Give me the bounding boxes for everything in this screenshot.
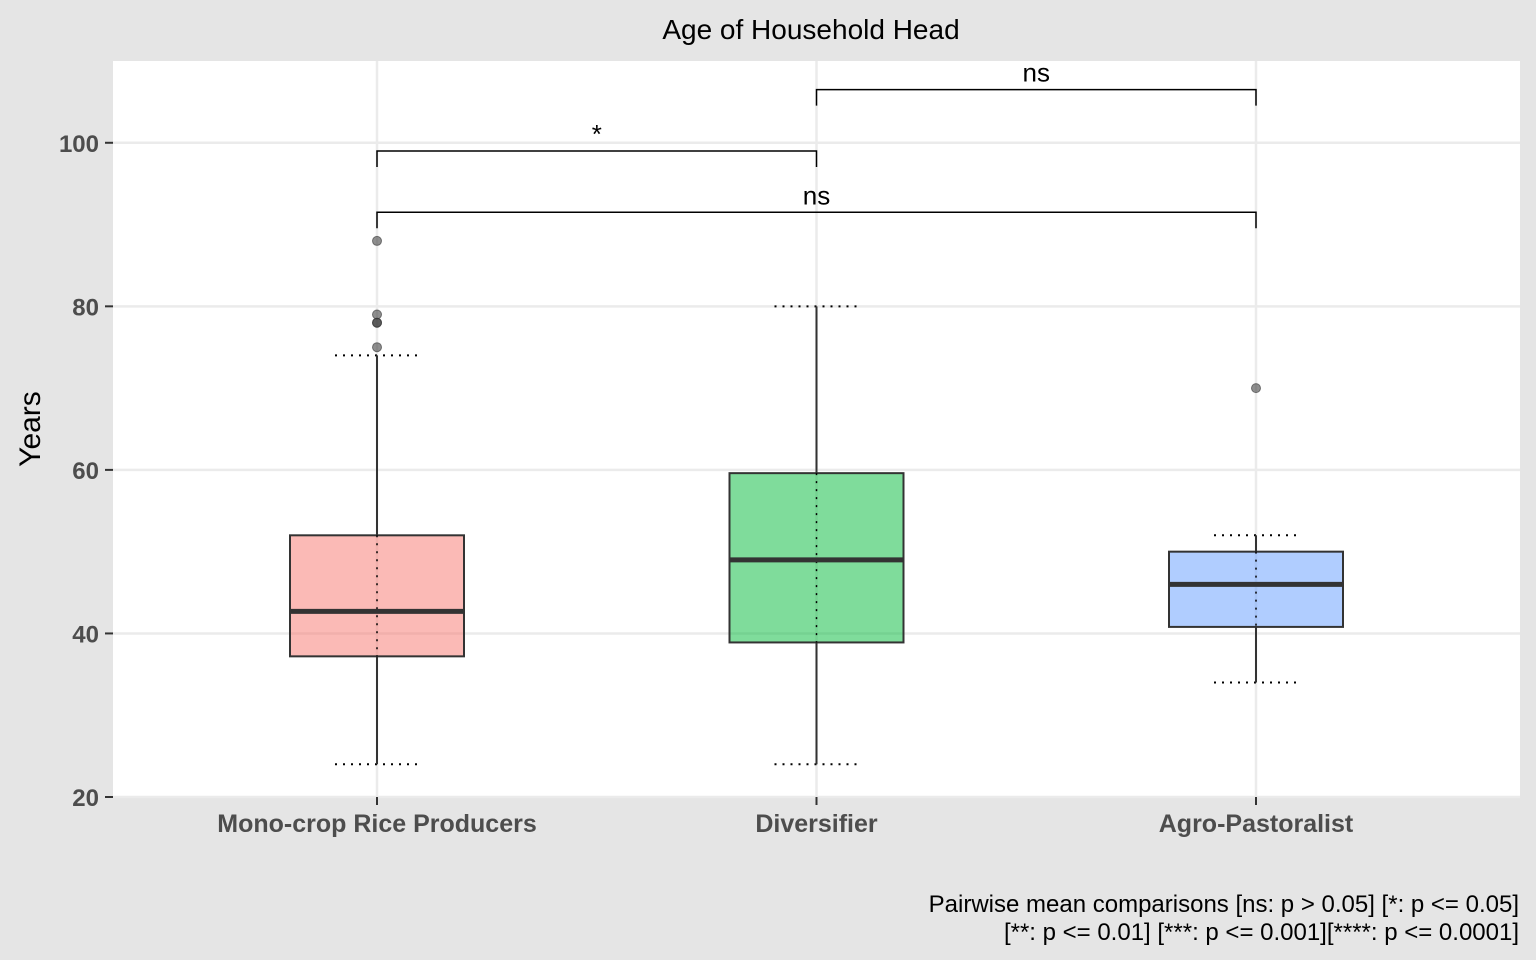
bracket-line (815, 88, 1257, 106)
y-tick-label: 60 (72, 458, 99, 485)
x-tick-label: Mono-crop Rice Producers (217, 810, 537, 838)
bracket-line (376, 150, 818, 167)
box-iqr (1168, 550, 1344, 628)
x-tick-label: Agro-Pastoralist (1159, 810, 1354, 838)
outlier-point (1251, 383, 1261, 394)
comparison-bracket: ns (376, 180, 1257, 229)
box-group (728, 305, 905, 766)
outlier-point (372, 235, 382, 246)
comparison-bracket: * (376, 119, 818, 167)
significance-label: ns (1023, 58, 1050, 88)
axes: 20 40 60 80 100 Mono-crop Rice Producers Diver… (59, 131, 1354, 838)
y-tick-label: 20 (72, 785, 99, 812)
outlier-point (372, 342, 382, 353)
y-tick-label: 100 (59, 131, 99, 158)
caption-line-2: [**: p <= 0.01] [***: p <= 0.001][****: … (1004, 919, 1519, 946)
comparison-bracket: ns (815, 58, 1257, 106)
y-tick-label: 40 (72, 621, 99, 648)
bracket-line (376, 211, 1257, 229)
y-axis-label: Years (14, 391, 47, 467)
box-group (1168, 383, 1344, 684)
caption-line-1: Pairwise mean comparisons [ns: p > 0.05]… (929, 891, 1519, 918)
box-group (289, 235, 465, 766)
box-layer (289, 235, 1344, 766)
x-tick-label: Diversifier (755, 810, 878, 838)
outlier-point (372, 317, 382, 328)
outlier-point (372, 309, 382, 320)
box-iqr (289, 534, 465, 658)
significance-label: * (592, 119, 602, 149)
chart-title: Age of Household Head (662, 14, 959, 45)
comparison-brackets: * ns ns (376, 58, 1257, 229)
y-tick-label: 80 (72, 294, 99, 321)
significance-label: ns (803, 180, 830, 210)
